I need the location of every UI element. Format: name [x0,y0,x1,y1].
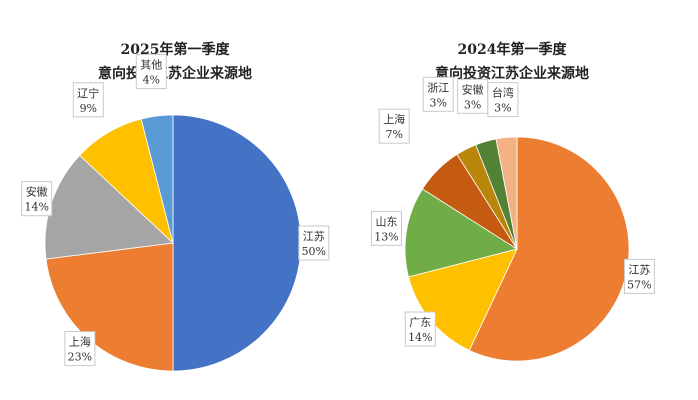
pie-slice [404,188,518,278]
slice-label-box [487,82,519,118]
chart-2024-slices [404,136,630,362]
slice-label-box [623,258,655,294]
slice-label-name: 安徽 [462,82,484,96]
chart-2025-labels: 江苏 50% 上海 23% 安徽 14% 辽宁 9% 其他 4% [21,54,330,367]
slice-label: 安徽 3% [457,78,489,114]
chart-2024: 2024年第一季度 意向投资江苏企业来源地 江苏 57% 广东 14% 山东 13% 上海 7… [371,41,655,362]
chart-2025-subtitle: 意向投资江苏企业来源地 [98,65,252,82]
slice-label-box [135,54,167,90]
chart-2025-slices [44,114,302,372]
slice-label-name: 上海 [69,335,91,349]
slice-label: 江苏 57% [623,258,655,294]
slice-label: 浙江 3% [422,76,454,112]
slice-label-value: 3% [494,102,511,115]
slice-label: 江苏 50% [298,225,330,261]
slice-label-name: 山东 [376,215,398,228]
slice-label-value: 14% [24,201,48,214]
slice-label: 台湾 3% [487,82,519,118]
slice-label-name: 江苏 [303,230,325,243]
slice-label-value: 4% [143,74,160,87]
slice-label-name: 广东 [409,316,431,329]
slice-label-box [378,108,410,144]
slice-label: 其他 4% [135,54,167,90]
chart-2025: 2025年第一季度 意向投资江苏企业来源地 江苏 50% 上海 23% 安徽 14% 辽宁 9… [21,41,330,372]
slice-label-name: 安徽 [26,185,48,199]
slice-label: 上海 23% [64,331,96,367]
slice-label-value: 23% [68,351,92,364]
slice-label: 上海 7% [378,108,410,144]
slice-label-value: 13% [374,230,398,243]
slice-label-name: 辽宁 [77,86,99,100]
slice-label-value: 57% [627,278,651,291]
slice-label-box [422,76,454,112]
pie-slice [172,114,302,372]
slice-label-box [404,311,436,347]
slice-label-name: 浙江 [427,81,449,94]
slice-label-value: 50% [302,245,326,258]
slice-label-box [72,82,104,118]
slice-label-box [298,225,330,261]
slice-label: 广东 14% [404,311,436,347]
slice-label-name: 上海 [383,112,405,126]
slice-label-name: 江苏 [628,263,650,276]
slice-label: 安徽 14% [21,181,53,217]
slice-label-value: 14% [408,331,432,344]
slice-label: 山东 13% [371,210,402,246]
slice-label-name: 其他 [140,59,162,72]
slice-label-box [21,181,53,217]
slice-label-value: 7% [385,128,402,141]
slice-label-value: 9% [80,102,97,115]
slice-label-box [457,78,489,114]
pie-slice [495,136,518,250]
chart-2024-labels: 江苏 57% 广东 14% 山东 13% 上海 7% 浙江 3% 安徽 3% 台湾 3% [371,76,655,347]
chart-2025-title: 2025年第一季度 [121,41,231,58]
pie-slice [140,114,174,244]
slice-label-box [64,331,96,367]
slice-label-name: 台湾 [492,86,514,100]
slice-label: 辽宁 9% [72,82,104,118]
slice-label-box [371,210,402,246]
slice-label-value: 3% [464,98,481,111]
chart-2024-title: 2024年第一季度 [458,41,568,58]
slice-label-value: 3% [429,96,446,109]
chart-2024-subtitle: 意向投资江苏企业来源地 [435,65,589,82]
